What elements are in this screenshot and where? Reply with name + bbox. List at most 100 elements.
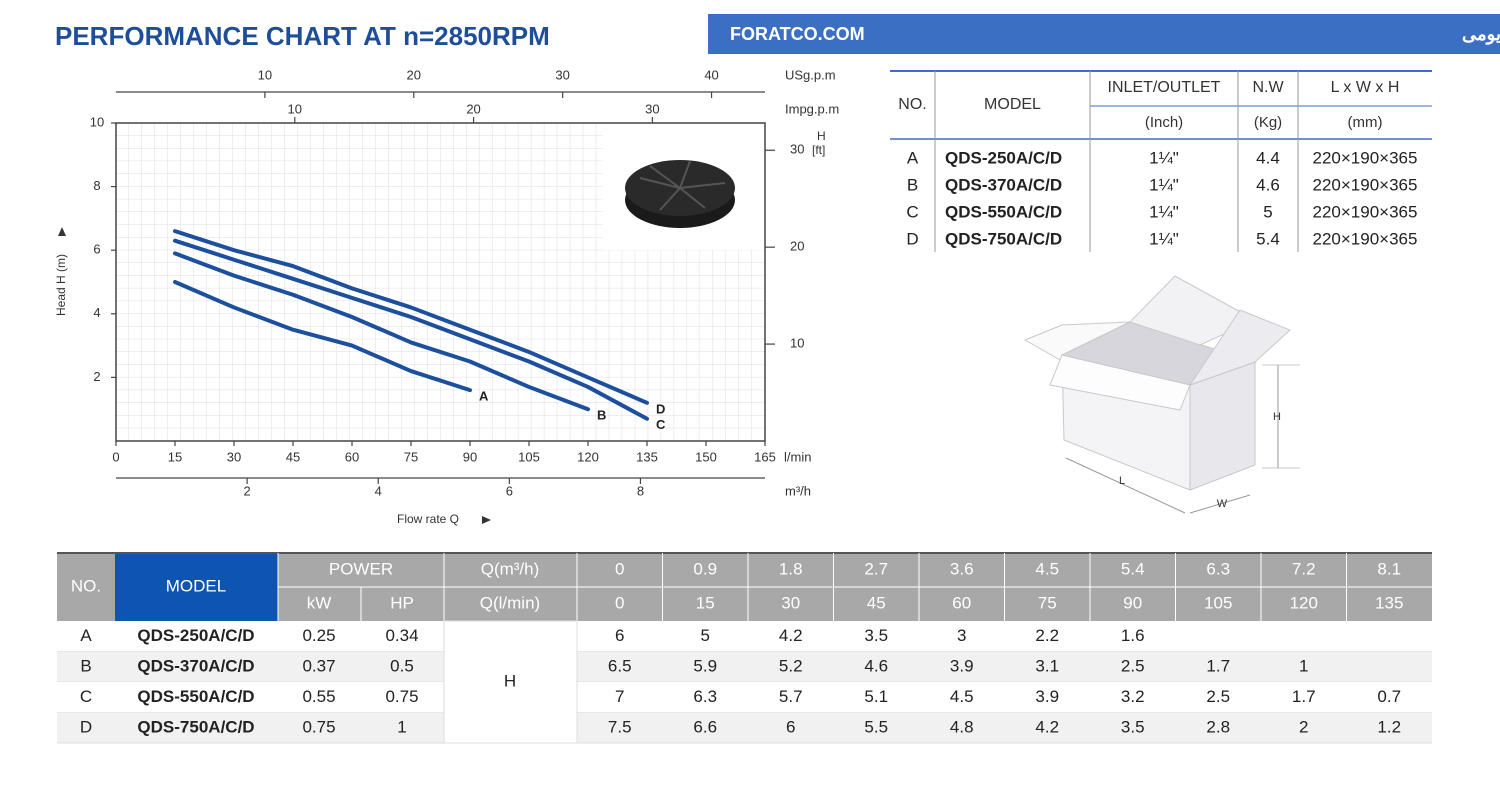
- td: 0.37: [302, 656, 335, 675]
- curve: [173, 280, 472, 393]
- td: 4.5: [950, 687, 974, 706]
- table-cell: 5.4: [1256, 229, 1280, 248]
- x-tick-label: 0: [112, 449, 119, 464]
- axis-tick-label: 30: [555, 67, 569, 82]
- axis-unit: m³/h: [785, 483, 811, 498]
- td: 1: [1299, 656, 1308, 675]
- td: 2.8: [1206, 717, 1230, 736]
- x-tick-label: 165: [754, 449, 776, 464]
- table-cell: 1¼": [1149, 148, 1179, 167]
- td: 1.7: [1206, 656, 1230, 675]
- box-illustration: [1023, 275, 1300, 514]
- td: 6.3: [693, 687, 717, 706]
- x-tick-label: 150: [695, 449, 717, 464]
- td: 3.9: [1035, 687, 1059, 706]
- table-cell: QDS-750A/C/D: [945, 229, 1062, 248]
- th: 30: [781, 593, 800, 612]
- th: NO.: [71, 576, 101, 595]
- th: 3.6: [950, 559, 974, 578]
- curve-label: C: [656, 417, 666, 432]
- axis-tick-label: 4: [375, 483, 382, 498]
- table-cell: QDS-370A/C/D: [945, 175, 1062, 194]
- curve: [173, 251, 590, 412]
- th: 6.3: [1206, 559, 1230, 578]
- y-arrow: [58, 227, 66, 236]
- table-unit: (Inch): [1145, 114, 1183, 131]
- y-tick-label: 6: [93, 242, 100, 257]
- table-cell: 5: [1263, 202, 1272, 221]
- y2-unit: [ft]: [812, 143, 825, 157]
- th: 5.4: [1121, 559, 1145, 578]
- box-height-label: H: [1273, 411, 1281, 423]
- td: A: [80, 626, 92, 645]
- td: 4.8: [950, 717, 974, 736]
- x-tick-label: 60: [345, 449, 359, 464]
- td: C: [80, 687, 92, 706]
- table-header: N.W: [1252, 79, 1284, 96]
- td: 2.5: [1206, 687, 1230, 706]
- curve-label: D: [656, 401, 665, 416]
- banner-text: شرکت فرات واردکننده انحصاری و مرکز پخش ا…: [1462, 24, 1500, 45]
- td: 3.2: [1121, 687, 1145, 706]
- axis-tick-label: 8: [637, 483, 644, 498]
- td: 7: [615, 687, 624, 706]
- y-axis-label: Head H (m): [54, 254, 68, 316]
- table-cell: A: [907, 148, 919, 167]
- x-tick-label: 75: [404, 449, 418, 464]
- x-tick-label: 105: [518, 449, 540, 464]
- table-cell: D: [906, 229, 918, 248]
- y-tick-label: 10: [90, 114, 104, 129]
- x-tick-label: 15: [168, 449, 182, 464]
- table-cell: 1¼": [1149, 202, 1179, 221]
- td: 4.2: [779, 626, 803, 645]
- td: 0.25: [302, 626, 335, 645]
- table-cell: 4.6: [1256, 175, 1280, 194]
- y-tick-label: 2: [93, 369, 100, 384]
- td: 0.75: [385, 687, 418, 706]
- th: POWER: [329, 559, 393, 578]
- x-unit: l/min: [784, 449, 811, 464]
- th: 120: [1290, 593, 1318, 612]
- banner-site: FORATCO.COM: [730, 24, 865, 44]
- td: 3.1: [1035, 656, 1059, 675]
- td: 3.5: [864, 626, 888, 645]
- table-cell: 220×190×365: [1313, 229, 1418, 248]
- y-tick-label: 8: [93, 178, 100, 193]
- th: 90: [1123, 593, 1142, 612]
- x-tick-label: 30: [227, 449, 241, 464]
- axis-tick-label: 40: [704, 67, 718, 82]
- th: 75: [1038, 593, 1057, 612]
- th: 0: [615, 593, 624, 612]
- row-bg: [57, 712, 1432, 743]
- h-cell: [443, 620, 578, 744]
- table-header: NO.: [898, 96, 926, 113]
- td: D: [80, 717, 92, 736]
- th: MODEL: [166, 576, 226, 595]
- td: QDS-550A/C/D: [137, 687, 254, 706]
- axis-tick-label: 6: [506, 483, 513, 498]
- axis-tick-label: 10: [258, 67, 272, 82]
- td: 1.2: [1377, 717, 1401, 736]
- td: QDS-370A/C/D: [137, 656, 254, 675]
- curve: [173, 229, 649, 405]
- td: 3.5: [1121, 717, 1145, 736]
- model-header-bg: [115, 553, 278, 621]
- td: 6.6: [693, 717, 717, 736]
- th: 8.1: [1377, 559, 1401, 578]
- axis-tick-label: 20: [466, 101, 480, 116]
- impeller-photo: [603, 124, 764, 250]
- table-cell: C: [906, 202, 918, 221]
- th: 1.8: [779, 559, 803, 578]
- th: 60: [952, 593, 971, 612]
- table-cell: 220×190×365: [1313, 175, 1418, 194]
- td: H: [504, 671, 516, 690]
- td: 7.5: [608, 717, 632, 736]
- axis-unit: USg.p.m: [785, 67, 836, 82]
- td: 6.5: [608, 656, 632, 675]
- th: 45: [867, 593, 886, 612]
- td: QDS-250A/C/D: [137, 626, 254, 645]
- td: 5.7: [779, 687, 803, 706]
- th: kW: [307, 593, 332, 612]
